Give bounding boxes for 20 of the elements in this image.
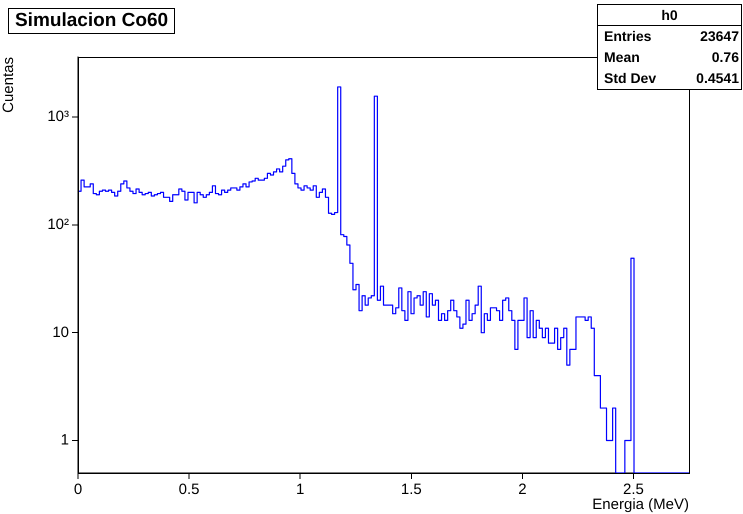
x-tick-label: 2 [518, 481, 527, 498]
y-tick-label: 10² [47, 216, 69, 233]
text: 0.76 [712, 48, 739, 67]
y-tick-label: 10 [52, 324, 69, 341]
chart-title: Simulacion Co60 [8, 8, 176, 34]
text: Entries [604, 27, 652, 46]
y-tick-label: 10³ [47, 108, 69, 126]
x-tick-label: 0.5 [178, 481, 200, 498]
x-axis-title: Energia (MeV) [592, 496, 690, 514]
annotation: Mean [604, 48, 640, 67]
x-tick-label: 1.5 [400, 481, 422, 498]
text: 0.4541 [696, 69, 739, 88]
y-tick-label: 1 [60, 432, 69, 449]
annotation: Std Dev [604, 69, 656, 88]
y-axis-title: Cuentas [0, 57, 18, 113]
text: h0 [598, 5, 741, 26]
x-tick-label: 2.5 [623, 481, 644, 498]
text: 23647 [700, 27, 739, 46]
x-tick-label: 0 [74, 481, 82, 498]
x-tick-label: 1 [296, 481, 304, 498]
